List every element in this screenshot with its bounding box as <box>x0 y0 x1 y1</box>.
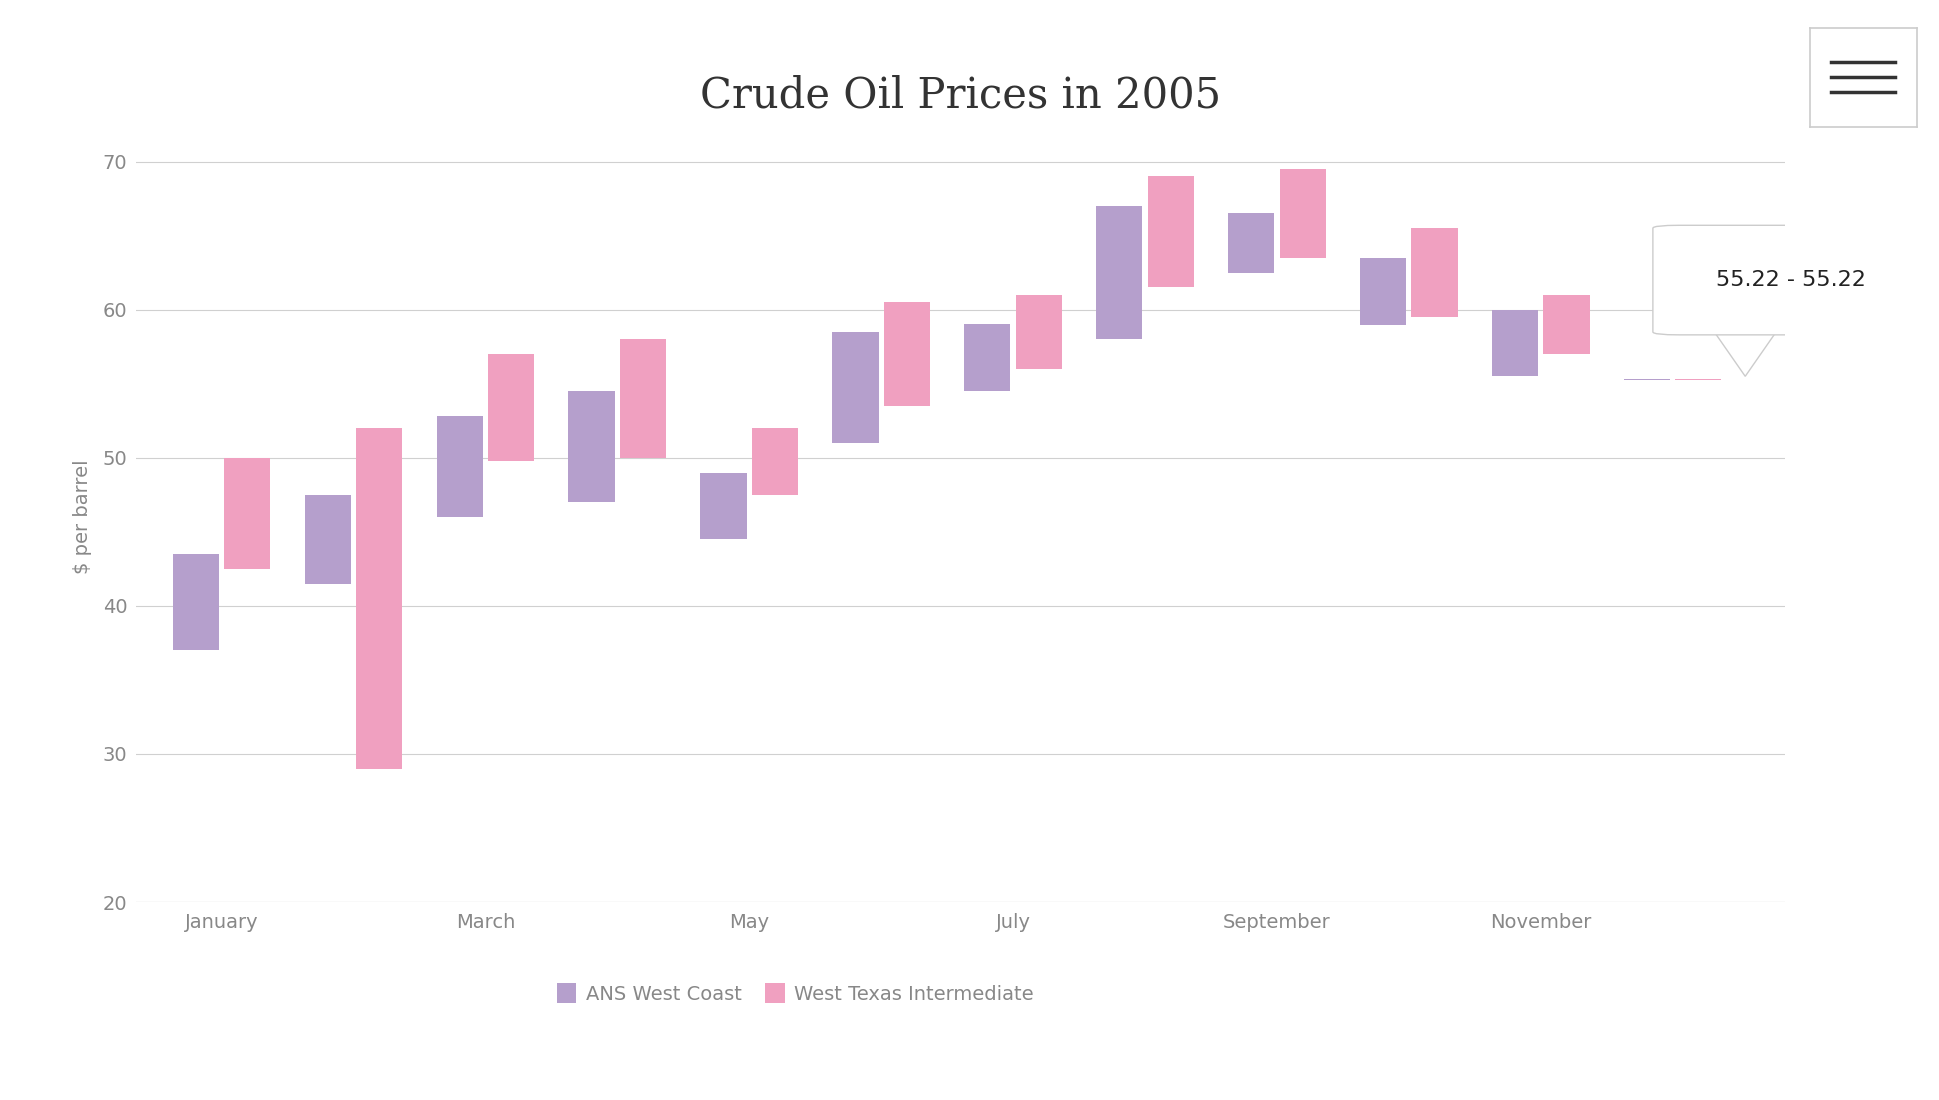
Bar <box>752 428 797 495</box>
Legend: ANS West Coast, West Texas Intermediate: ANS West Coast, West Texas Intermediate <box>549 976 1041 1012</box>
Bar <box>1016 295 1061 368</box>
Title: Crude Oil Prices in 2005: Crude Oil Prices in 2005 <box>700 74 1220 116</box>
Bar <box>884 302 929 406</box>
Bar <box>225 458 270 569</box>
Bar <box>568 392 615 503</box>
Bar <box>489 354 533 461</box>
Bar <box>1412 229 1456 317</box>
FancyBboxPatch shape <box>1652 226 1929 334</box>
Bar <box>700 473 747 539</box>
Bar <box>173 554 219 650</box>
Bar <box>964 324 1010 392</box>
Bar <box>304 495 351 584</box>
Bar <box>1148 176 1192 287</box>
Bar <box>1096 206 1142 339</box>
Bar <box>1675 378 1720 381</box>
Bar <box>436 416 483 517</box>
Bar <box>357 428 401 769</box>
Text: 55.22 - 55.22: 55.22 - 55.22 <box>1716 271 1865 290</box>
Y-axis label: $ per barrel: $ per barrel <box>72 460 91 574</box>
Bar <box>1623 378 1669 381</box>
Bar <box>1227 213 1274 273</box>
Polygon shape <box>1712 329 1778 376</box>
Bar <box>1280 169 1324 257</box>
Bar <box>832 332 878 443</box>
Bar <box>1543 295 1588 354</box>
Bar <box>620 339 665 458</box>
Bar <box>1491 310 1538 376</box>
Bar <box>1359 257 1406 324</box>
